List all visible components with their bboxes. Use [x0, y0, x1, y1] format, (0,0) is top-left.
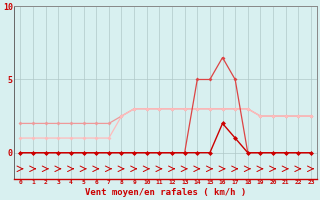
X-axis label: Vent moyen/en rafales ( km/h ): Vent moyen/en rafales ( km/h ) [85, 188, 246, 197]
